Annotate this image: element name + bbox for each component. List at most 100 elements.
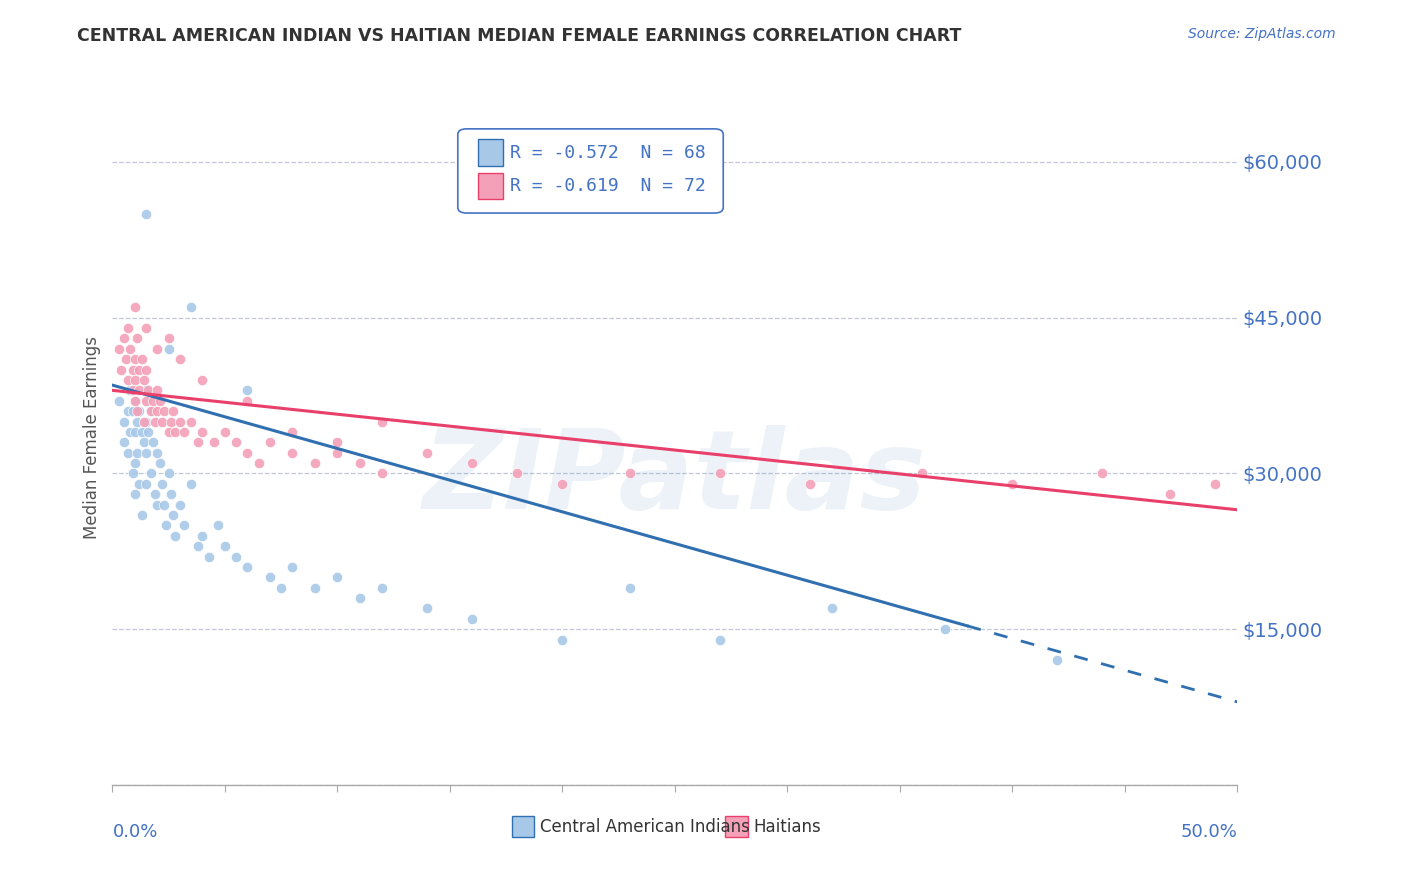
Point [120, 342, 142, 356]
Point [135, 384, 157, 398]
Point [202, 435, 225, 450]
Point [236, 445, 259, 459]
Point [259, 570, 281, 584]
Text: Haitians: Haitians [754, 818, 821, 836]
Point [135, 207, 157, 221]
Point [131, 352, 153, 367]
Point [304, 581, 326, 595]
Point [120, 425, 142, 439]
Text: Source: ZipAtlas.com: Source: ZipAtlas.com [1188, 27, 1336, 41]
Point [236, 560, 259, 574]
Text: 50.0%: 50.0% [1181, 823, 1237, 841]
Point [132, 415, 155, 429]
Point [139, 404, 162, 418]
Point [135, 415, 157, 429]
Point [135, 362, 157, 376]
Point [112, 415, 135, 429]
Y-axis label: Median Female Earnings: Median Female Earnings [83, 335, 101, 539]
Point [709, 632, 731, 647]
Point [142, 435, 165, 450]
Point [349, 591, 371, 605]
Point [1159, 487, 1181, 501]
Text: ZIPatlas: ZIPatlas [423, 425, 927, 533]
Point [135, 393, 157, 408]
Point [142, 393, 165, 408]
Point [143, 487, 166, 501]
Point [281, 560, 304, 574]
Text: Central American Indians: Central American Indians [540, 818, 749, 836]
Point [506, 467, 529, 481]
Point [225, 435, 247, 450]
Point [259, 435, 281, 450]
Point [214, 539, 236, 553]
FancyBboxPatch shape [458, 128, 723, 213]
Point [304, 456, 326, 470]
Point [149, 393, 172, 408]
Point [150, 476, 173, 491]
Point [139, 467, 162, 481]
Point [110, 362, 132, 376]
Point [281, 425, 304, 439]
Point [132, 435, 155, 450]
Point [187, 539, 209, 553]
Point [131, 425, 153, 439]
Point [281, 445, 304, 459]
Point [180, 415, 202, 429]
Point [131, 508, 153, 522]
Point [138, 384, 160, 398]
Point [326, 445, 349, 459]
Point [117, 373, 139, 387]
Point [127, 445, 149, 459]
Point [124, 352, 146, 367]
Point [135, 445, 157, 459]
Point [191, 373, 214, 387]
Point [120, 384, 142, 398]
Point [121, 384, 143, 398]
Point [1001, 476, 1024, 491]
Point [619, 581, 641, 595]
Point [157, 342, 180, 356]
Point [173, 518, 195, 533]
Point [821, 601, 844, 615]
Point [198, 549, 221, 564]
Point [115, 352, 138, 367]
Point [127, 404, 149, 418]
Point [157, 331, 180, 345]
Point [121, 467, 143, 481]
Point [108, 393, 131, 408]
Text: CENTRAL AMERICAN INDIAN VS HAITIAN MEDIAN FEMALE EARNINGS CORRELATION CHART: CENTRAL AMERICAN INDIAN VS HAITIAN MEDIA… [77, 27, 962, 45]
Point [143, 415, 166, 429]
Point [124, 300, 146, 314]
Point [146, 384, 169, 398]
Point [121, 404, 143, 418]
Point [461, 612, 484, 626]
Point [124, 487, 146, 501]
Point [160, 415, 183, 429]
Point [160, 487, 183, 501]
Point [165, 529, 187, 543]
Text: R = -0.619  N = 72: R = -0.619 N = 72 [509, 177, 706, 195]
Point [128, 362, 150, 376]
Point [146, 445, 169, 459]
Point [139, 404, 162, 418]
Text: R = -0.572  N = 68: R = -0.572 N = 68 [509, 144, 706, 161]
Bar [512, 816, 534, 837]
Point [128, 476, 150, 491]
Point [214, 425, 236, 439]
Point [124, 456, 146, 470]
Point [162, 404, 184, 418]
Point [155, 518, 177, 533]
Point [169, 415, 191, 429]
Point [127, 331, 149, 345]
Point [551, 632, 574, 647]
Bar [478, 139, 503, 166]
Point [1046, 653, 1069, 667]
Point [225, 549, 247, 564]
Point [146, 498, 169, 512]
Point [162, 508, 184, 522]
Point [207, 518, 229, 533]
Point [121, 362, 143, 376]
Point [349, 456, 371, 470]
Point [180, 476, 202, 491]
Point [132, 373, 155, 387]
